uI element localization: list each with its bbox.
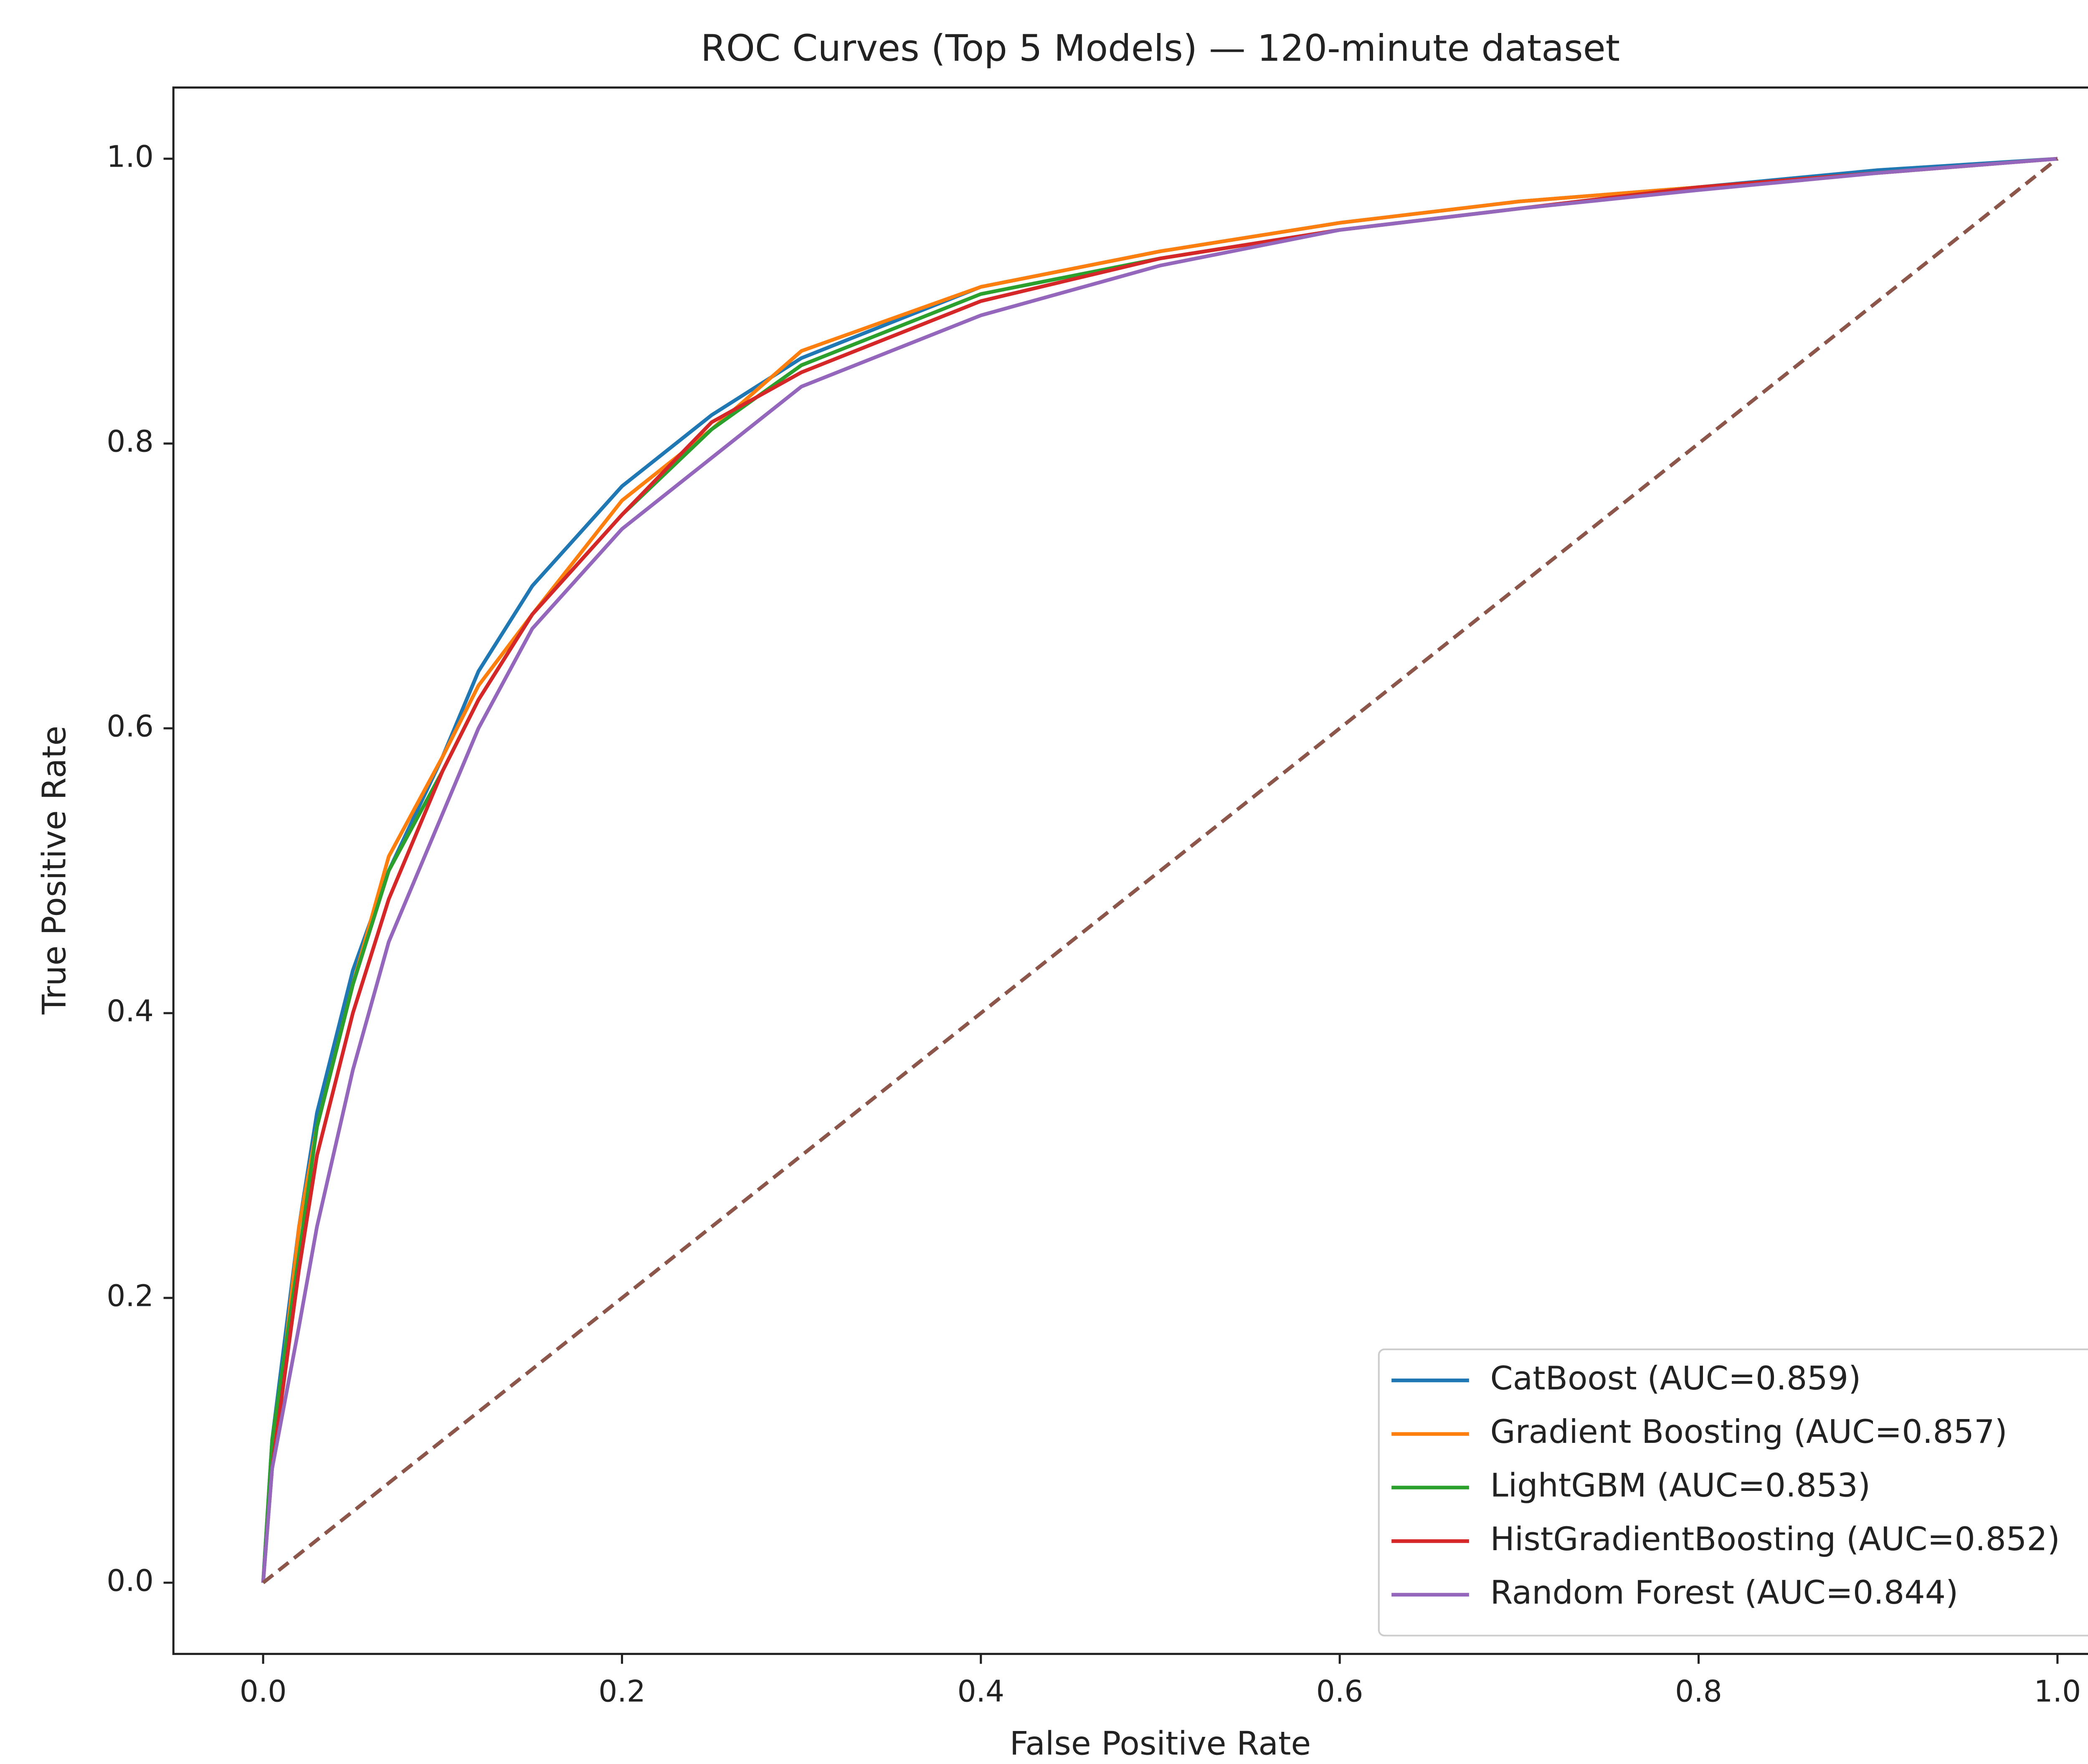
y-tick-label: 0.2	[106, 1278, 154, 1313]
legend-box	[1378, 1348, 2088, 1637]
y-tick-label: 0.8	[106, 424, 154, 459]
legend-label: LightGBM (AUC=0.853)	[1490, 1467, 1870, 1504]
y-tick-label: 1.0	[106, 139, 154, 174]
legend-label: Random Forest (AUC=0.844)	[1490, 1574, 1958, 1612]
x-tick-label: 0.6	[1316, 1674, 1363, 1708]
y-tick-label: 0.0	[106, 1563, 154, 1598]
x-tick-label: 0.4	[957, 1674, 1004, 1708]
legend-label: CatBoost (AUC=0.859)	[1490, 1360, 1861, 1397]
x-tick-label: 0.2	[598, 1674, 646, 1708]
chart-title: ROC Curves (Top 5 Models) — 120-minute d…	[701, 27, 1620, 70]
roc-line	[261, 157, 2058, 1583]
chance-line	[262, 157, 2059, 1584]
legend-label: Gradient Boosting (AUC=0.857)	[1490, 1413, 2007, 1451]
legend-label: HistGradientBoosting (AUC=0.852)	[1490, 1521, 2060, 1558]
plot-frame	[172, 86, 2088, 1655]
x-tick-label: 1.0	[2034, 1674, 2081, 1708]
x-tick-label: 0.8	[1675, 1674, 1722, 1708]
x-tick-label: 0.0	[240, 1674, 287, 1708]
y-axis-label: True Positive Rate	[36, 726, 73, 1015]
y-tick-label: 0.6	[106, 709, 154, 744]
x-axis-label: False Positive Rate	[1010, 1725, 1311, 1762]
y-tick-label: 0.4	[106, 994, 154, 1029]
